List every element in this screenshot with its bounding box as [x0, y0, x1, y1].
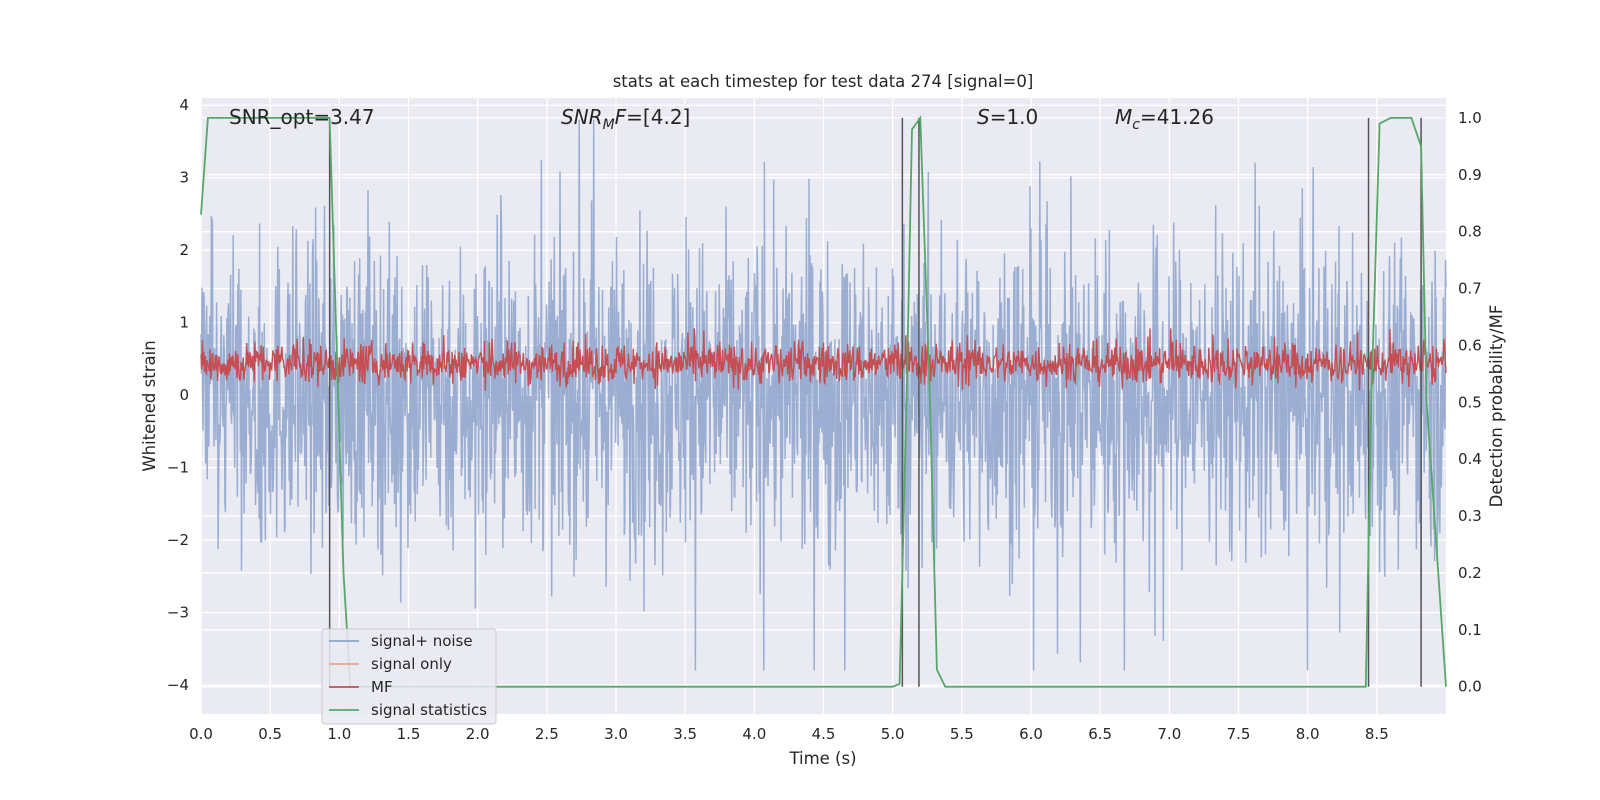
series-mf: [200, 328, 1447, 391]
x-axis-label: Time (s): [788, 749, 856, 768]
y2-tick-label-5: 0.5: [1458, 393, 1482, 411]
chart-title: stats at each timestep for test data 274…: [613, 72, 1034, 91]
x-tick-label-9: 4.5: [812, 725, 836, 743]
line-mf: [200, 328, 1447, 391]
y-tick-label-3: 1: [179, 314, 189, 332]
legend-label-signal-only: signal only: [371, 655, 452, 673]
annotation-s: S=1.0: [977, 105, 1038, 129]
y2-tick-label-8: 0.2: [1458, 564, 1482, 582]
y-tick-label-0: 4: [179, 96, 189, 114]
x-tick-label-3: 1.5: [397, 725, 421, 743]
legend-label-signal-plus-noise: signal+ noise: [371, 632, 473, 650]
y-tick-label-2: 2: [179, 241, 189, 259]
legend-label-mf: MF: [371, 678, 393, 696]
y2-tick-label-1: 0.9: [1458, 166, 1482, 184]
y-tick-label-7: −3: [167, 604, 189, 622]
x-tick-label-14: 7.0: [1157, 725, 1181, 743]
series-signal-plus-noise: [200, 119, 1447, 671]
x-tick-label-4: 2.0: [466, 725, 490, 743]
y-tick-label-6: −2: [167, 531, 189, 549]
annotation-snr-mf: SNRMF=[4.2]: [561, 105, 690, 133]
y-axis-ticks: 4 3 2 1 0 −1 −2 −3 −4: [167, 96, 189, 694]
legend-label-signal-statistics: signal statistics: [371, 701, 487, 719]
x-tick-label-6: 3.0: [604, 725, 628, 743]
x-tick-label-1: 0.5: [258, 725, 282, 743]
y2-tick-label-9: 0.1: [1458, 621, 1482, 639]
legend: signal+ noise signal only MF signal stat…: [321, 628, 497, 725]
x-tick-label-13: 6.5: [1088, 725, 1112, 743]
y-tick-label-8: −4: [167, 676, 189, 694]
y2-tick-label-0: 1.0: [1458, 109, 1482, 127]
x-tick-label-11: 5.5: [950, 725, 974, 743]
x-tick-label-15: 7.5: [1227, 725, 1251, 743]
y2-tick-label-7: 0.3: [1458, 507, 1482, 525]
x-tick-label-8: 4.0: [742, 725, 766, 743]
x-tick-label-2: 1.0: [327, 725, 351, 743]
y2-tick-label-10: 0.0: [1458, 678, 1482, 696]
y-tick-label-1: 3: [179, 169, 189, 187]
y2-tick-label-4: 0.6: [1458, 336, 1482, 354]
y-tick-label-4: 0: [179, 386, 189, 404]
y-axis-label: Whitened strain: [140, 340, 159, 471]
line-signal-plus-noise: [200, 119, 1447, 671]
y2-tick-label-2: 0.8: [1458, 223, 1482, 241]
x-tick-label-10: 5.0: [881, 725, 905, 743]
x-tick-label-17: 8.5: [1365, 725, 1389, 743]
x-tick-label-7: 3.5: [673, 725, 697, 743]
x-tick-label-5: 2.5: [535, 725, 559, 743]
y2-tick-label-6: 0.4: [1458, 450, 1482, 468]
x-tick-label-12: 6.0: [1019, 725, 1043, 743]
line-signal-statistics: [200, 115, 1447, 688]
y-tick-label-5: −1: [167, 459, 189, 477]
x-tick-label-16: 8.0: [1296, 725, 1320, 743]
x-tick-label-0: 0.0: [189, 725, 213, 743]
y2-axis-ticks: 1.0 0.9 0.8 0.7 0.6 0.5 0.4 0.3 0.2 0.1 0.0: [1458, 109, 1482, 696]
x-axis-ticks: 0.0 0.5 1.0 1.5 2.0 2.5 3.0 3.5 4.0 4.5 5.0 5.5 6.0 6…: [189, 725, 1389, 743]
series-signal-statistics: [200, 115, 1447, 688]
y2-tick-label-3: 0.7: [1458, 280, 1482, 298]
annotation-mc: Mc=41.26: [1115, 105, 1214, 133]
y2-axis-label: Detection probability/MF: [1487, 305, 1506, 508]
annotation-snr-opt: SNR_opt=3.47: [229, 105, 375, 129]
